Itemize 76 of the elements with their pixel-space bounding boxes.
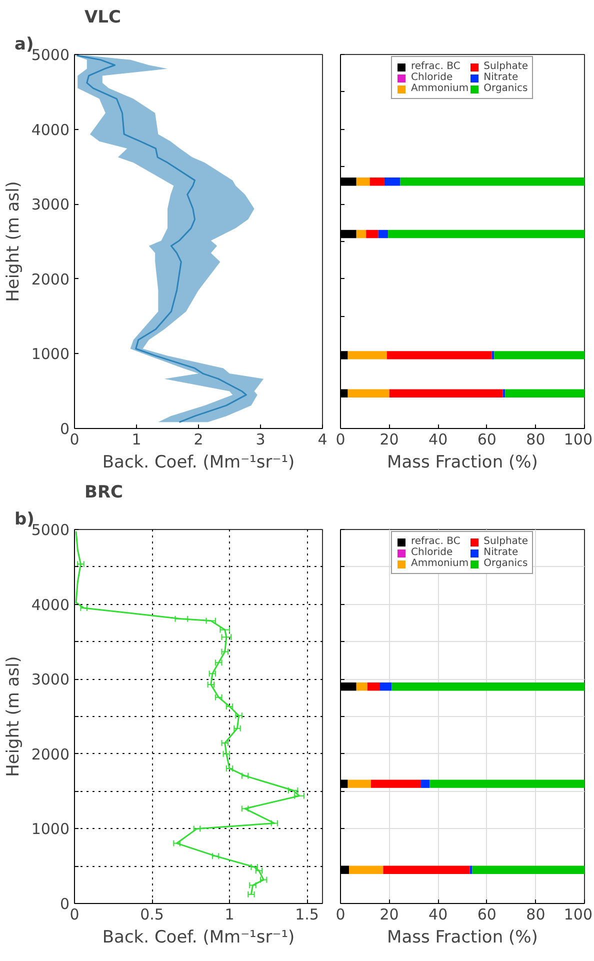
bar xyxy=(366,230,378,238)
bar xyxy=(494,351,584,360)
chart-title: BRC xyxy=(84,482,124,502)
x-tick-label: 2 xyxy=(194,430,204,448)
x-tick-label: 40 xyxy=(428,430,448,448)
y-tick-label: 3000 xyxy=(31,196,70,214)
x-tick-label: 60 xyxy=(477,430,496,448)
x-tick-label: 0 xyxy=(336,430,346,448)
x-tick-label: 1 xyxy=(224,906,234,924)
bar xyxy=(389,389,503,398)
bar xyxy=(348,351,387,360)
bar xyxy=(378,230,388,238)
chart-title: VLC xyxy=(84,8,121,28)
bar xyxy=(505,389,584,398)
y-tick-label: 2000 xyxy=(31,270,70,288)
bar xyxy=(380,682,392,691)
y-tick-label: 1000 xyxy=(31,345,70,364)
bar xyxy=(383,866,470,874)
x-tick-label: 80 xyxy=(526,430,546,448)
bar xyxy=(349,866,384,874)
bar xyxy=(348,389,390,398)
bar xyxy=(367,682,380,691)
bar xyxy=(392,682,584,691)
x-tick-label: 20 xyxy=(380,430,399,448)
bar xyxy=(388,230,584,238)
legend-label: Sulphate xyxy=(484,61,528,72)
bar xyxy=(384,178,400,186)
x-tick-label: 100 xyxy=(564,430,593,448)
bar xyxy=(371,780,422,788)
x-tick-label: 0 xyxy=(336,906,346,924)
x-tick-label: 80 xyxy=(526,906,546,924)
legend-label: Organics xyxy=(484,83,528,94)
x-axis-title: Mass Fraction (%) xyxy=(387,452,538,472)
bar xyxy=(370,178,384,186)
x-tick-label: 4 xyxy=(318,430,328,448)
x-axis-title: Back. Coef. (Mm⁻¹sr⁻¹) xyxy=(102,452,295,472)
legend-label: refrac. BC xyxy=(411,536,460,547)
y-axis-title: Height (m asl) xyxy=(3,181,24,302)
bar xyxy=(386,351,492,360)
x-tick-label: 40 xyxy=(428,906,448,924)
legend-label: Nitrate xyxy=(484,72,518,83)
legend-label: refrac. BC xyxy=(411,61,460,72)
y-tick-label: 4000 xyxy=(31,596,70,614)
bar xyxy=(348,780,371,788)
y-axis-title: Height (m asl) xyxy=(3,656,24,777)
legend-label: Chloride xyxy=(411,547,453,558)
bar xyxy=(400,178,584,186)
bar xyxy=(472,866,584,874)
bar xyxy=(356,682,368,691)
x-tick-label: 60 xyxy=(477,906,496,924)
bar xyxy=(470,866,472,874)
x-axis-title: Back. Coef. (Mm⁻¹sr⁻¹) xyxy=(102,928,295,948)
x-tick-label: 0.5 xyxy=(140,906,164,924)
bar xyxy=(356,178,370,186)
legend-label: Chloride xyxy=(411,72,453,83)
y-tick-label: 4000 xyxy=(31,120,70,139)
legend-label: Ammonium xyxy=(411,83,469,94)
x-axis-title: Mass Fraction (%) xyxy=(387,928,538,948)
x-tick-label: 3 xyxy=(256,430,266,448)
legend-label: Ammonium xyxy=(411,558,469,569)
x-tick-label: 1 xyxy=(132,430,142,448)
x-tick-label: 20 xyxy=(380,906,399,924)
y-tick-label: 1000 xyxy=(31,820,70,838)
text: b) xyxy=(14,510,34,530)
y-tick-label: 3000 xyxy=(31,670,70,689)
y-tick-label: 2000 xyxy=(31,745,70,764)
legend-label: Nitrate xyxy=(484,547,518,558)
bar xyxy=(356,230,366,238)
x-tick-label: 1.5 xyxy=(295,906,319,924)
text: a) xyxy=(14,34,34,54)
legend-label: Sulphate xyxy=(484,536,528,547)
bar xyxy=(421,780,430,788)
y-tick-label: 5000 xyxy=(31,46,70,64)
x-tick-label: 100 xyxy=(564,906,593,924)
bar xyxy=(430,780,584,788)
legend-label: Organics xyxy=(484,558,528,569)
